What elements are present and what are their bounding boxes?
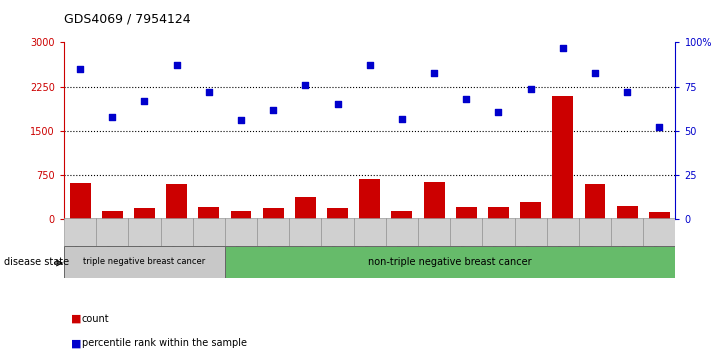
Text: ■: ■ [71,314,82,324]
Bar [488,207,509,219]
Point [203,89,215,95]
Point [621,89,633,95]
Text: ■: ■ [71,338,82,348]
Bar [225,246,675,278]
Text: disease state: disease state [4,257,69,267]
Bar [321,218,353,246]
Bar [102,211,123,219]
Point [299,82,311,88]
Point [171,63,182,68]
Text: GDS4069 / 7954124: GDS4069 / 7954124 [64,12,191,25]
Bar [392,211,412,219]
Bar [70,183,90,219]
Point [461,96,472,102]
Bar [289,218,321,246]
Bar [166,184,187,219]
Point [396,116,407,121]
Bar [649,212,670,219]
Bar [257,218,289,246]
Text: percentile rank within the sample: percentile rank within the sample [82,338,247,348]
Bar [129,218,161,246]
Bar [193,218,225,246]
Point [107,114,118,120]
Bar [64,218,96,246]
Bar [547,218,579,246]
Bar [515,218,547,246]
Point [267,107,279,113]
Bar [225,218,257,246]
Bar [643,218,675,246]
Bar [161,218,193,246]
Bar [418,218,450,246]
Bar [230,211,252,219]
Point [75,66,86,72]
Bar [520,202,541,219]
Text: triple negative breast cancer: triple negative breast cancer [83,257,205,267]
Bar [579,218,611,246]
Bar [584,184,606,219]
Point [364,63,375,68]
Bar [198,207,219,219]
Bar [262,208,284,219]
Bar [552,96,573,219]
Bar [295,197,316,219]
Bar [327,208,348,219]
Text: count: count [82,314,109,324]
Bar [450,218,482,246]
Bar [96,218,129,246]
Point [557,45,569,51]
Bar [134,208,155,219]
Bar [353,218,386,246]
Bar [611,218,643,246]
Text: non-triple negative breast cancer: non-triple negative breast cancer [368,257,532,267]
Point [589,70,601,75]
Bar [359,179,380,219]
Point [235,118,247,123]
Bar [424,182,444,219]
Bar [482,218,515,246]
Point [139,98,150,104]
Bar [456,206,476,219]
Bar [616,206,638,219]
Bar [386,218,418,246]
Point [332,102,343,107]
Point [429,70,440,75]
Bar [64,246,225,278]
Point [525,86,536,91]
Point [653,125,665,130]
Point [493,109,504,114]
